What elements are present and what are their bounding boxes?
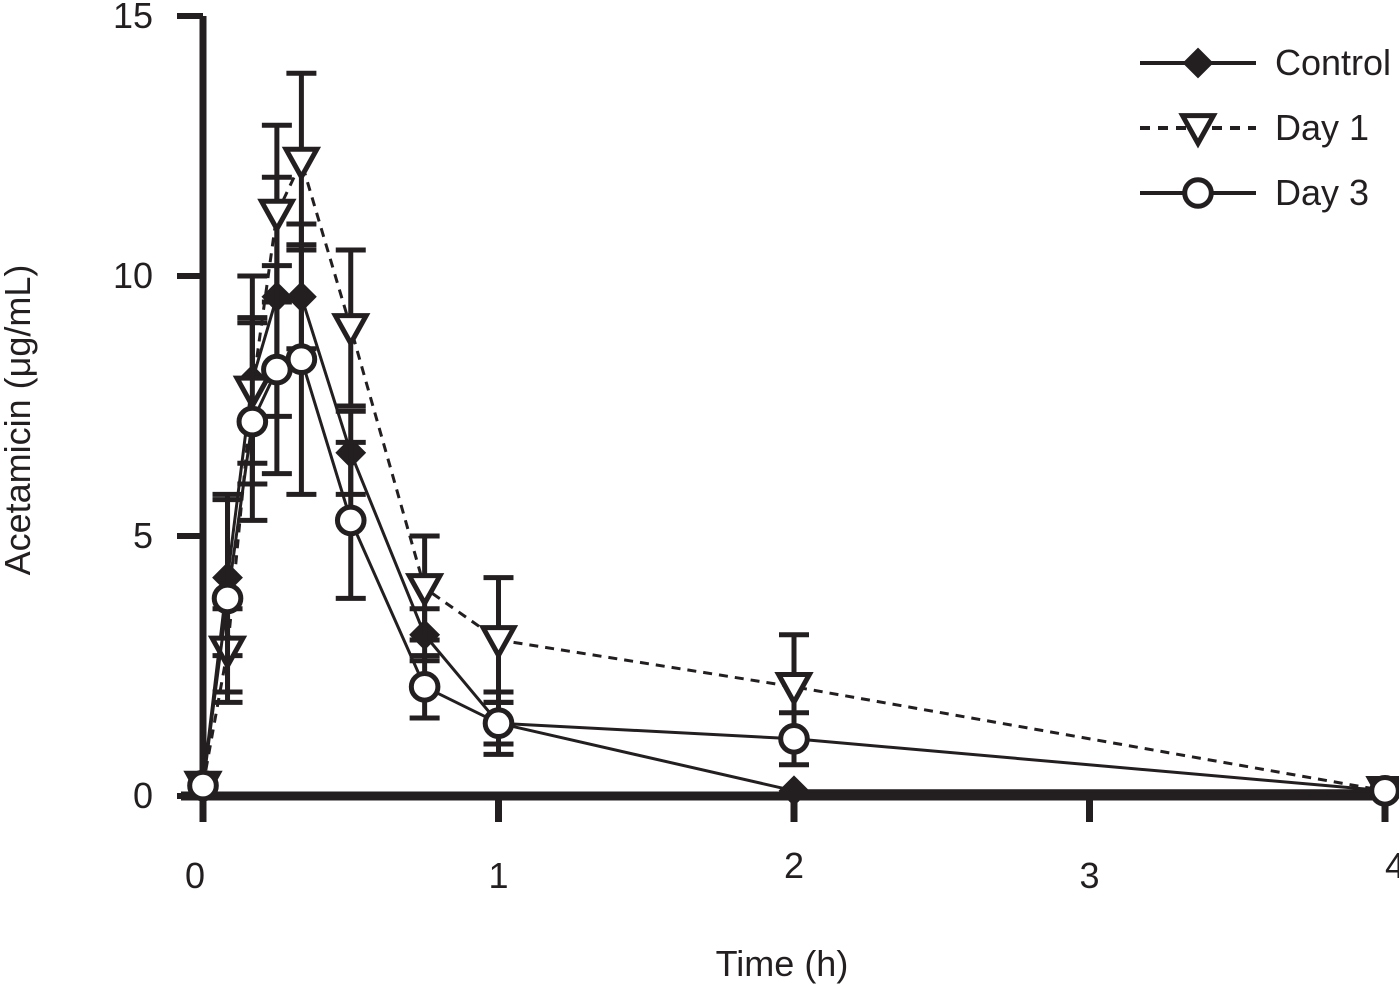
legend-label: Day 1 bbox=[1275, 107, 1369, 148]
y-tick-label: 10 bbox=[113, 255, 153, 296]
legend-marker bbox=[1178, 113, 1218, 149]
data-point bbox=[211, 582, 244, 615]
x-tick-label: 1 bbox=[488, 855, 508, 896]
x-tick-label: 2 bbox=[784, 845, 804, 886]
x-tick-label: 3 bbox=[1079, 855, 1099, 896]
ticks: 0 5 10 15 0 1 2 3 4 bbox=[113, 0, 1399, 896]
legend-entry: Control bbox=[1140, 42, 1391, 83]
series-line bbox=[201, 295, 1385, 793]
legend-marker bbox=[1182, 47, 1214, 79]
data-point bbox=[404, 573, 445, 609]
data-point bbox=[236, 405, 269, 438]
data-point bbox=[285, 343, 318, 376]
legend-label: Control bbox=[1275, 42, 1391, 83]
series-day-3 bbox=[187, 221, 1399, 807]
data-point bbox=[482, 707, 515, 740]
series-layer bbox=[183, 70, 1399, 812]
x-tick-label: 4 bbox=[1385, 845, 1399, 886]
data-point bbox=[478, 625, 519, 661]
data-point bbox=[778, 775, 810, 807]
y-tick-label: 0 bbox=[133, 775, 153, 816]
data-point bbox=[1369, 775, 1399, 807]
series-line bbox=[201, 357, 1386, 793]
data-point bbox=[408, 671, 441, 703]
x-tick-label: 0 bbox=[185, 855, 205, 896]
legend: Control Day 1 Day 3 bbox=[1140, 42, 1391, 213]
data-point bbox=[257, 198, 297, 235]
y-tick-label: 5 bbox=[133, 515, 153, 556]
y-axis-label: Acetamicin (μg/mL) bbox=[0, 265, 38, 576]
data-point bbox=[778, 723, 810, 755]
data-point bbox=[187, 769, 219, 802]
data-point bbox=[334, 504, 367, 537]
legend-marker bbox=[1182, 177, 1214, 209]
series-line bbox=[201, 157, 1386, 793]
x-axis-label: Time (h) bbox=[716, 943, 849, 984]
legend-label: Day 3 bbox=[1275, 172, 1369, 213]
data-point bbox=[774, 671, 814, 708]
legend-entry: Day 1 bbox=[1140, 107, 1369, 149]
legend-entry: Day 3 bbox=[1140, 172, 1369, 213]
data-point bbox=[331, 313, 371, 349]
series-day-1 bbox=[183, 70, 1399, 812]
y-tick-label: 15 bbox=[113, 0, 153, 36]
data-point bbox=[281, 146, 322, 183]
